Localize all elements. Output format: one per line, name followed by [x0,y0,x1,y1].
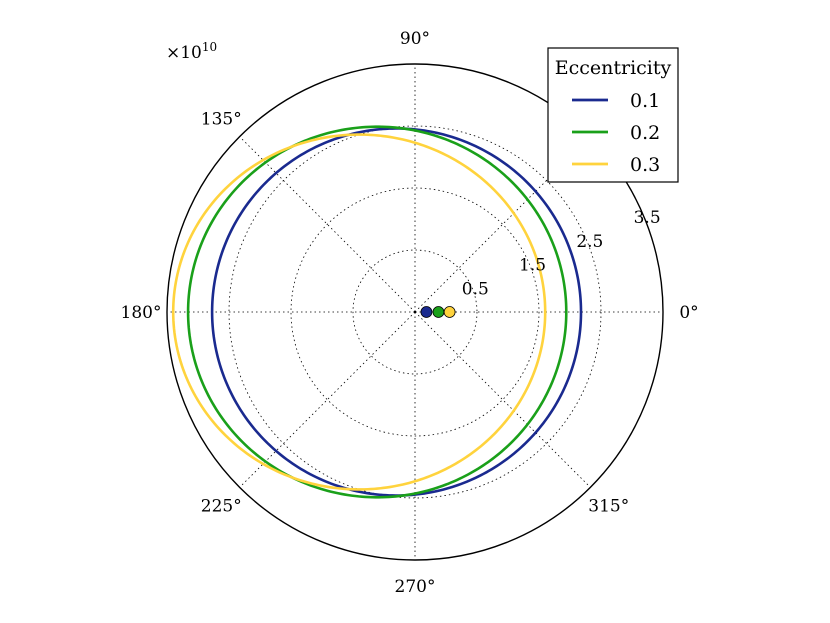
angular-gridline-1 [414,136,591,313]
focus-marker-0-2 [432,306,445,318]
multiplier-exponent: 10 [202,40,217,54]
axis-labels: 0° 90° 135° 180° 225° 270° 315° 0.5 1.5 2.5 3.5 [121,29,699,597]
radial-multiplier: ×1010 [166,40,217,63]
orbit-series [171,125,583,499]
angular-gridline-7 [414,311,591,488]
legend-label-0-1: 0.1 [630,90,660,112]
angular-gridline-3 [239,136,416,313]
angle-tick-label-0: 0° [679,303,698,323]
legend-title: Eccentricity [555,57,672,79]
legend-label-0-3: 0.3 [630,154,660,176]
angle-tick-label-225: 225° [201,497,242,517]
angular-gridline-5 [239,311,416,488]
focus-marker-0-1 [420,306,433,318]
orbit-line-0-2 [186,125,568,499]
orbit-line-0-1 [210,127,583,497]
angle-tick-label-180: 180° [121,303,162,323]
legend-label-0-2: 0.2 [630,122,660,144]
legend: Eccentricity 0.1 0.2 0.3 [547,47,679,183]
angle-tick-label-270: 270° [395,577,436,597]
focus-marker-0-3 [443,306,456,318]
radial-gridline-1 [290,187,540,437]
polar-frame [166,63,664,561]
radial-tick-label-2: 2.5 [576,232,603,252]
legend-entries: 0.1 0.2 0.3 [572,90,660,176]
radial-tick-label-3: 3.5 [634,208,661,228]
origin-point [413,310,417,314]
perihelion-markers [413,306,456,318]
polar-grid [166,63,664,561]
angle-tick-label-315: 315° [588,497,629,517]
orbit-line-0-3 [171,133,547,491]
angle-tick-label-90: 90° [400,29,430,49]
angle-tick-label-135: 135° [201,109,242,129]
radial-tick-label-1: 1.5 [519,256,546,276]
multiplier-base: ×10 [166,43,202,63]
radial-gridline-0 [352,249,478,375]
legend-frame [547,47,679,183]
radial-tick-label-0: 0.5 [462,279,489,299]
